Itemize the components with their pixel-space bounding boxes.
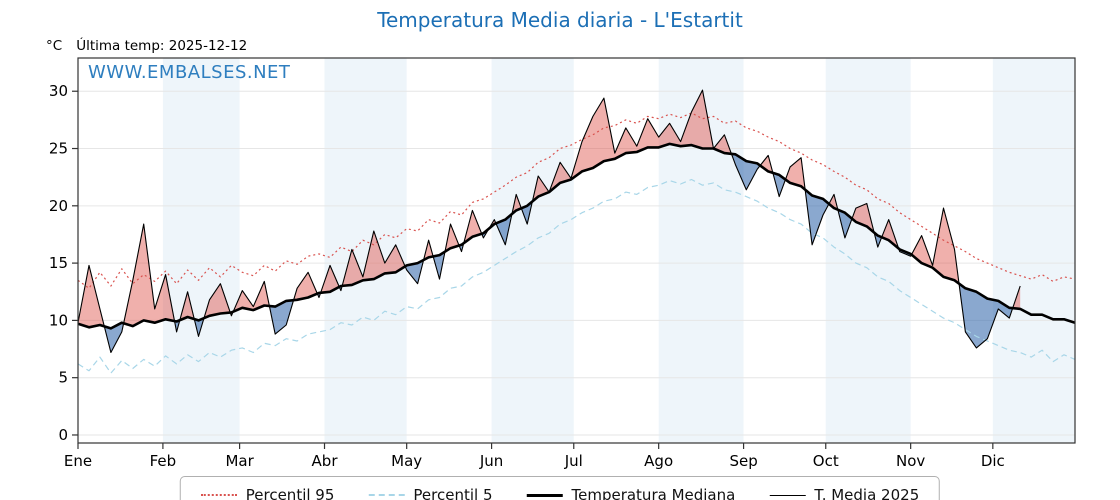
svg-text:Ene: Ene bbox=[64, 452, 92, 470]
svg-text:0: 0 bbox=[58, 426, 68, 444]
svg-text:Jul: Jul bbox=[564, 452, 583, 470]
svg-text:5: 5 bbox=[58, 369, 68, 387]
legend-label: T. Media 2025 bbox=[814, 486, 920, 500]
legend-label: Temperatura Mediana bbox=[571, 486, 736, 500]
tmedia2025-line-swatch bbox=[769, 494, 806, 496]
percentil95-line-swatch bbox=[200, 494, 237, 496]
svg-text:Dic: Dic bbox=[981, 452, 1005, 470]
legend-label: Percentil 5 bbox=[413, 486, 493, 500]
last-temp-label: Última temp: 2025-12-12 bbox=[76, 38, 248, 54]
svg-text:25: 25 bbox=[49, 140, 68, 158]
legend-item-percentil95: Percentil 95 bbox=[200, 486, 335, 500]
svg-text:Feb: Feb bbox=[150, 452, 177, 470]
svg-text:Jun: Jun bbox=[479, 452, 503, 470]
legend-item-mediana: Temperatura Mediana bbox=[526, 486, 735, 500]
svg-text:10: 10 bbox=[49, 311, 68, 329]
svg-text:20: 20 bbox=[49, 197, 68, 215]
legend-item-tmedia2025: T. Media 2025 bbox=[769, 486, 919, 500]
svg-text:Oct: Oct bbox=[813, 452, 839, 470]
svg-text:30: 30 bbox=[49, 82, 68, 100]
mediana-line-swatch bbox=[526, 493, 563, 497]
chart-subheader: °C Última temp: 2025-12-12 bbox=[46, 38, 247, 54]
svg-text:Mar: Mar bbox=[225, 452, 254, 470]
y-axis-units-label: °C bbox=[46, 38, 63, 54]
embalses-watermark: WWW.EMBALSES.NET bbox=[88, 62, 291, 83]
legend-item-percentil5: Percentil 5 bbox=[368, 486, 492, 500]
chart-legend: Percentil 95 Percentil 5 Temperatura Med… bbox=[179, 476, 941, 500]
svg-text:Abr: Abr bbox=[312, 452, 339, 470]
svg-text:May: May bbox=[391, 452, 422, 470]
chart-title: Temperatura Media diaria - L'Estartit bbox=[377, 8, 743, 32]
svg-text:Ago: Ago bbox=[644, 452, 673, 470]
svg-text:Sep: Sep bbox=[729, 452, 757, 470]
percentil5-line-swatch bbox=[368, 494, 405, 496]
svg-text:15: 15 bbox=[49, 254, 68, 272]
legend-label: Percentil 95 bbox=[245, 486, 335, 500]
svg-text:Nov: Nov bbox=[896, 452, 925, 470]
